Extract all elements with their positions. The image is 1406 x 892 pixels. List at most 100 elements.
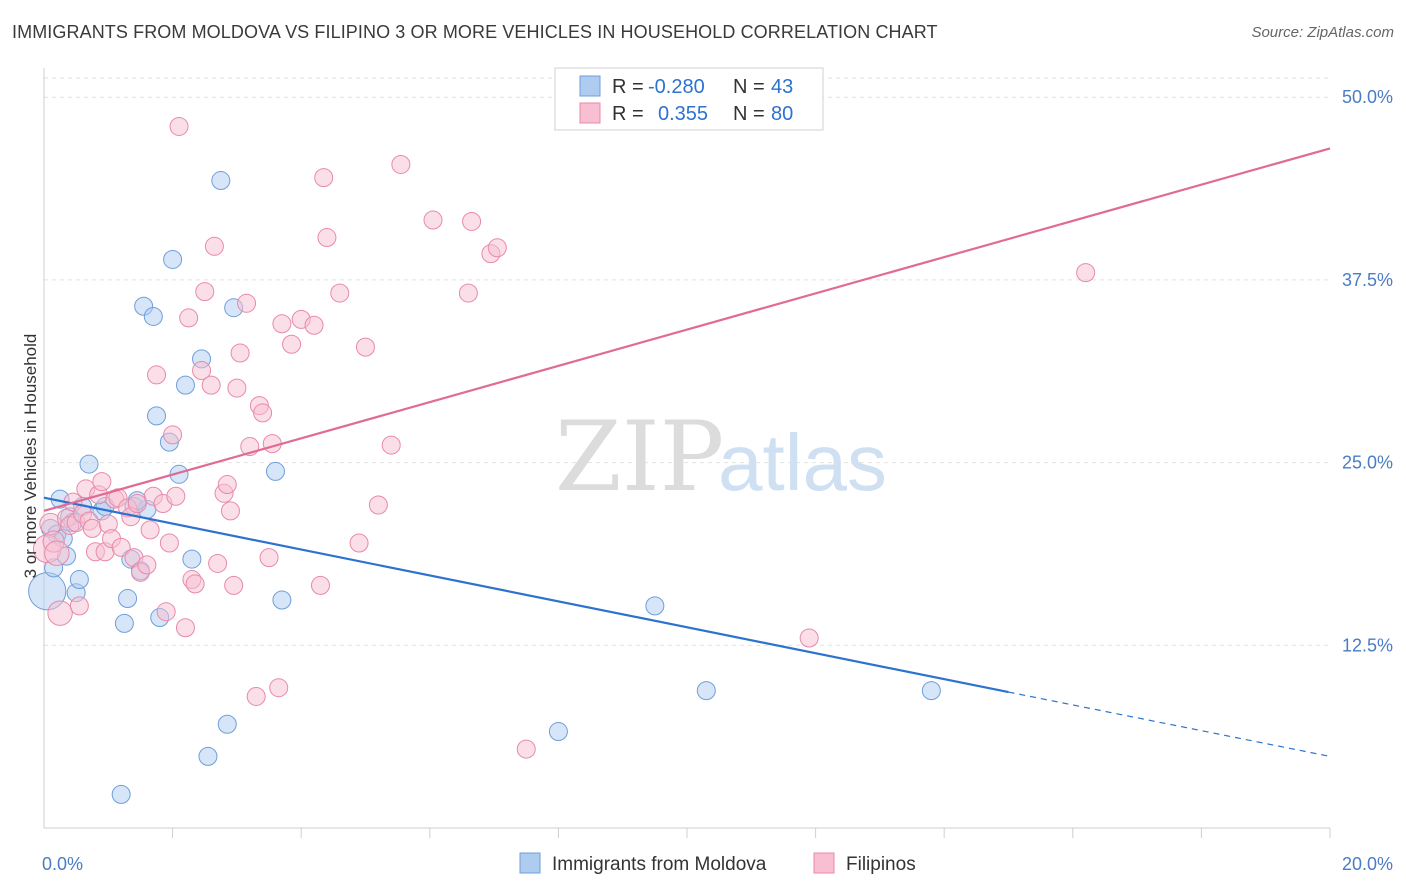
data-point-pink (246, 686, 266, 706)
bottom-legend: Immigrants from Moldova Filipinos (519, 852, 916, 875)
data-point-pink (269, 678, 289, 698)
data-point-blue (182, 549, 202, 569)
legend-n-label: N = (733, 76, 765, 98)
data-point-pink (82, 518, 102, 538)
data-point-pink (516, 739, 536, 759)
data-point-pink (137, 555, 157, 575)
data-point-pink (230, 343, 250, 363)
data-point-pink (208, 553, 228, 573)
data-point-blue (111, 784, 131, 804)
data-point-blue (114, 613, 134, 633)
data-point-pink (1076, 263, 1096, 283)
legend-n-value: 43 (771, 76, 793, 98)
data-point-pink (47, 600, 73, 626)
data-point-pink (44, 540, 70, 566)
data-point-pink (253, 403, 273, 423)
data-point-pink (147, 365, 167, 385)
x-tick-label: 0.0% (42, 854, 83, 874)
bottom-legend-swatch-filipinos (813, 852, 835, 874)
data-point-pink (185, 574, 205, 594)
data-point-pink (220, 501, 240, 521)
data-point-pink (166, 486, 186, 506)
data-point-blue (548, 722, 568, 742)
legend-r-label: R = (612, 103, 644, 125)
data-point-blue (198, 746, 218, 766)
data-point-blue (265, 461, 285, 481)
data-point-pink (314, 168, 334, 188)
data-point-pink (169, 116, 189, 136)
data-point-blue (147, 406, 167, 426)
chart-title: IMMIGRANTS FROM MOLDOVA VS FILIPINO 3 OR… (12, 22, 938, 42)
data-point-pink (163, 425, 183, 445)
data-point-blue (118, 589, 138, 609)
data-point-pink (140, 520, 160, 540)
data-point-pink (304, 315, 324, 335)
bottom-legend-swatch-moldova (519, 852, 541, 874)
legend-r-value: 0.355 (658, 103, 708, 125)
data-point-pink (330, 283, 350, 303)
data-point-pink (179, 308, 199, 328)
y-tick-label: 37.5% (1342, 270, 1393, 290)
bottom-legend-label-filipinos: Filipinos (846, 854, 916, 875)
legend-r-value: -0.280 (648, 76, 705, 98)
watermark: ZIP atlas (555, 401, 887, 513)
legend-swatch-filipinos (579, 102, 601, 124)
data-point-pink (195, 282, 215, 302)
legend-n-value: 80 (771, 103, 793, 125)
y-tick-label: 25.0% (1342, 453, 1393, 473)
legend-box: R = -0.280 N = 43 R = 0.355 N = 80 (554, 67, 824, 131)
data-point-blue (69, 570, 89, 590)
points-layer (28, 116, 1096, 804)
data-point-pink (458, 283, 478, 303)
legend-swatch-moldova (579, 75, 601, 97)
data-point-blue (143, 306, 163, 326)
data-point-pink (487, 238, 507, 258)
data-point-pink (317, 228, 337, 248)
data-point-pink (310, 575, 330, 595)
trend-line-pink (43, 147, 1331, 512)
data-point-pink (111, 537, 131, 557)
data-point-blue (175, 375, 195, 395)
data-point-pink (92, 472, 112, 492)
data-point-pink (356, 337, 375, 357)
data-point-pink (227, 378, 247, 398)
trend-layer (43, 147, 1331, 757)
data-point-pink (349, 533, 369, 553)
data-point-blue (921, 681, 941, 701)
chart-source: Source: ZipAtlas.com (1251, 24, 1394, 41)
data-point-pink (237, 293, 257, 313)
data-point-pink (272, 314, 292, 334)
data-point-pink (423, 210, 443, 230)
data-point-pink (282, 334, 302, 354)
axes-layer: 12.5% 25.0% 37.5% 50.0% 0.0% 20.0% (42, 68, 1393, 874)
y-axis-label: 3 or more Vehicles in Household (21, 334, 40, 579)
data-point-blue (217, 714, 237, 734)
data-point-blue (79, 454, 99, 474)
y-tick-label: 12.5% (1342, 635, 1393, 655)
data-point-pink (159, 533, 179, 553)
bottom-legend-label-moldova: Immigrants from Moldova (552, 854, 767, 875)
data-point-pink (381, 435, 401, 455)
data-point-blue (272, 590, 292, 610)
data-point-pink (69, 596, 89, 616)
data-point-pink (175, 618, 195, 638)
data-point-blue (696, 681, 716, 701)
data-point-pink (799, 628, 819, 648)
data-point-blue (645, 596, 665, 616)
data-point-pink (156, 602, 176, 622)
trend-line-blue (43, 496, 1009, 694)
legend-r-label: R = (612, 76, 644, 98)
data-point-pink (368, 495, 388, 515)
data-point-pink (127, 494, 147, 514)
watermark-zip: ZIP (555, 401, 724, 513)
data-point-blue (163, 249, 183, 269)
data-point-pink (462, 211, 482, 231)
data-point-pink (192, 361, 212, 381)
data-point-pink (201, 375, 221, 395)
data-point-pink (224, 575, 244, 595)
watermark-atlas: atlas (718, 418, 887, 507)
data-point-pink (204, 236, 224, 256)
data-point-pink (391, 154, 411, 174)
trend-line-extension-blue (1008, 691, 1331, 757)
